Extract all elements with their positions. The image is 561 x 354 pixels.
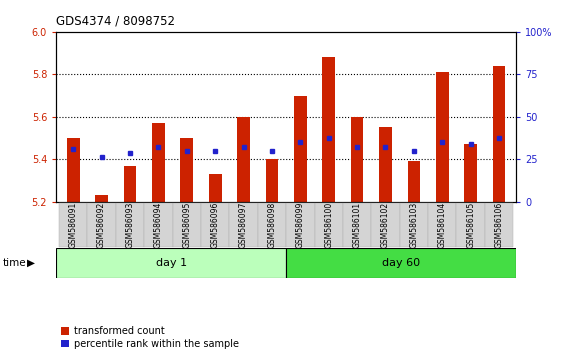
Bar: [173, 203, 201, 247]
Text: ▶: ▶: [27, 258, 35, 268]
Bar: [428, 203, 457, 247]
Bar: [237, 117, 250, 202]
Text: GSM586092: GSM586092: [97, 202, 106, 248]
Bar: [315, 203, 343, 247]
Bar: [59, 203, 88, 247]
Text: GSM586105: GSM586105: [466, 202, 475, 248]
Bar: [180, 138, 193, 202]
Bar: [201, 203, 229, 247]
Bar: [209, 174, 222, 202]
Text: GSM586098: GSM586098: [268, 202, 277, 248]
Text: GSM586102: GSM586102: [381, 202, 390, 248]
Text: GSM586104: GSM586104: [438, 202, 447, 248]
Bar: [343, 203, 371, 247]
Bar: [457, 203, 485, 247]
Text: GSM586095: GSM586095: [182, 201, 191, 248]
Bar: [116, 203, 144, 247]
Bar: [399, 203, 428, 247]
Bar: [485, 203, 513, 247]
Bar: [323, 57, 335, 202]
Bar: [144, 203, 173, 247]
Bar: [407, 161, 420, 202]
Bar: [371, 203, 399, 247]
Bar: [493, 66, 505, 202]
Bar: [56, 248, 286, 278]
Text: GSM586094: GSM586094: [154, 201, 163, 248]
Bar: [95, 195, 108, 202]
Text: GSM586091: GSM586091: [68, 202, 77, 248]
Bar: [465, 144, 477, 202]
Bar: [265, 159, 278, 202]
Bar: [257, 203, 286, 247]
Text: day 60: day 60: [382, 258, 420, 268]
Text: GDS4374 / 8098752: GDS4374 / 8098752: [56, 14, 175, 27]
Bar: [294, 96, 307, 202]
Bar: [152, 123, 165, 202]
Bar: [379, 127, 392, 202]
Bar: [123, 166, 136, 202]
Bar: [286, 248, 516, 278]
Bar: [351, 117, 364, 202]
Bar: [229, 203, 257, 247]
Text: GSM586103: GSM586103: [410, 202, 419, 248]
Bar: [436, 72, 449, 202]
Legend: transformed count, percentile rank within the sample: transformed count, percentile rank withi…: [61, 326, 238, 349]
Text: GSM586106: GSM586106: [495, 202, 504, 248]
Text: GSM586100: GSM586100: [324, 202, 333, 248]
Bar: [88, 203, 116, 247]
Text: day 1: day 1: [155, 258, 187, 268]
Text: time: time: [3, 258, 26, 268]
Text: GSM586097: GSM586097: [239, 201, 248, 248]
Bar: [286, 203, 315, 247]
Bar: [67, 138, 80, 202]
Text: GSM586101: GSM586101: [353, 202, 362, 248]
Text: GSM586093: GSM586093: [126, 201, 135, 248]
Text: GSM586096: GSM586096: [210, 201, 219, 248]
Text: GSM586099: GSM586099: [296, 201, 305, 248]
